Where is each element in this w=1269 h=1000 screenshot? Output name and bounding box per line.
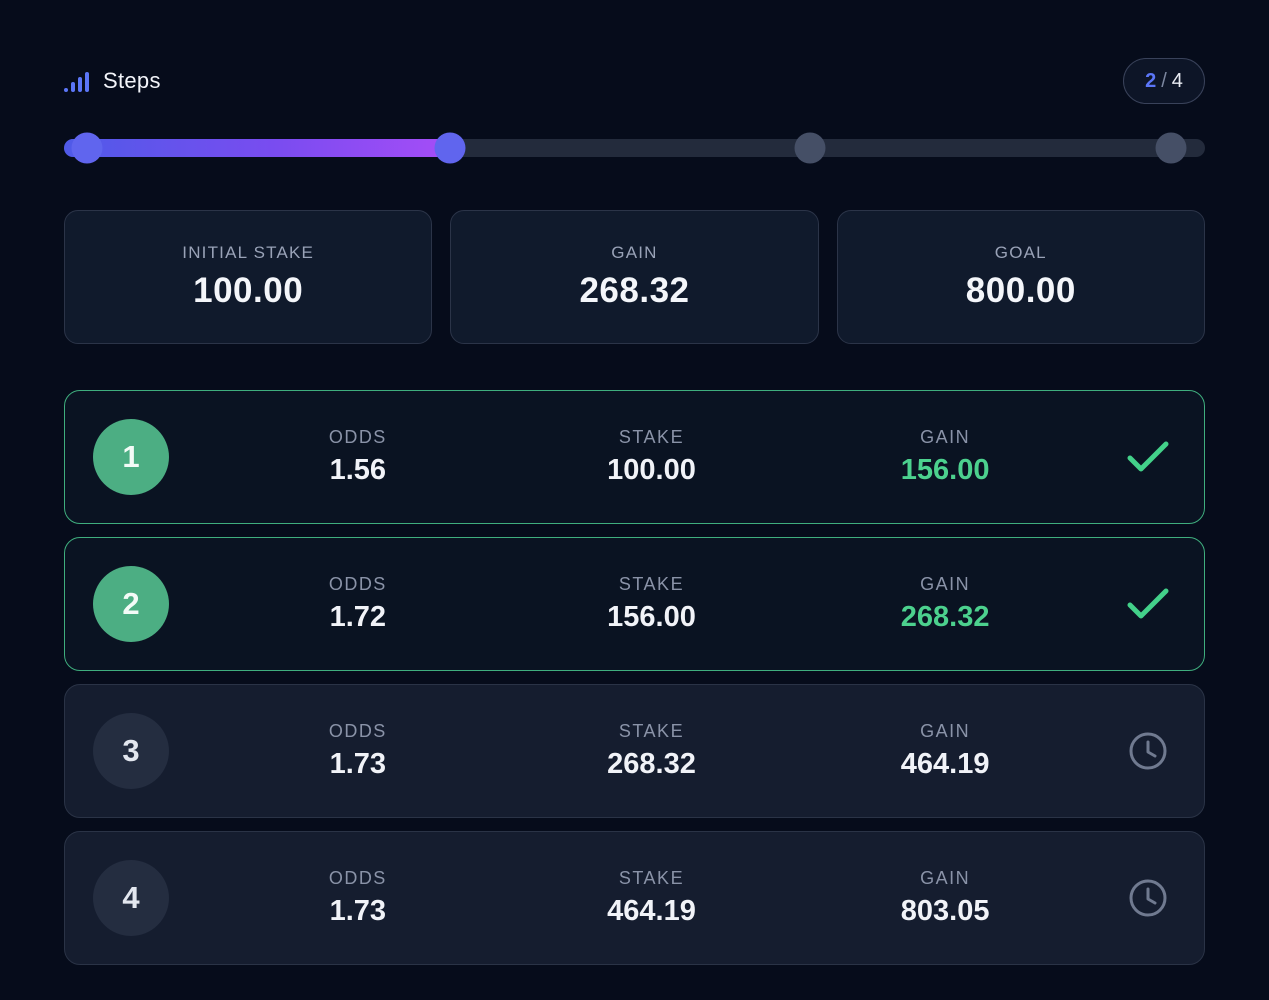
total-steps: 4 bbox=[1171, 69, 1183, 92]
gain-value: 268.32 bbox=[900, 601, 990, 633]
page-title: Steps bbox=[103, 68, 161, 93]
gain-column: GAIN 464.19 bbox=[798, 721, 1092, 781]
odds-value: 1.73 bbox=[329, 748, 387, 780]
clock-icon bbox=[1092, 731, 1204, 771]
stake-column: STAKE 100.00 bbox=[505, 427, 799, 487]
steps-list: 1 ODDS 1.56 STAKE 100.00 GAIN 156.00 2 bbox=[64, 390, 1205, 965]
gain-label: GAIN bbox=[920, 721, 971, 741]
odds-column: ODDS 1.73 bbox=[211, 721, 505, 781]
progress-fill bbox=[64, 139, 452, 157]
gain-value: 803.05 bbox=[900, 895, 990, 927]
step-number-badge: 4 bbox=[93, 860, 169, 936]
check-icon bbox=[1092, 587, 1204, 621]
gain-value: 156.00 bbox=[900, 454, 990, 486]
gain-label: GAIN bbox=[920, 868, 971, 888]
stat-value: 268.32 bbox=[579, 271, 690, 310]
gain-column: GAIN 803.05 bbox=[798, 868, 1092, 928]
progress-dot-1[interactable] bbox=[71, 132, 103, 164]
step-row-2[interactable]: 2 ODDS 1.72 STAKE 156.00 GAIN 268.32 bbox=[64, 537, 1205, 671]
gain-label: GAIN bbox=[920, 427, 971, 447]
progress-dot-2[interactable] bbox=[434, 132, 466, 164]
stat-value: 800.00 bbox=[965, 271, 1076, 310]
odds-label: ODDS bbox=[328, 574, 387, 594]
stake-label: STAKE bbox=[618, 574, 685, 594]
step-row-1[interactable]: 1 ODDS 1.56 STAKE 100.00 GAIN 156.00 bbox=[64, 390, 1205, 524]
odds-label: ODDS bbox=[328, 427, 387, 447]
odds-value: 1.72 bbox=[329, 601, 387, 633]
stake-value: 100.00 bbox=[607, 454, 696, 486]
stake-label: STAKE bbox=[618, 868, 685, 888]
odds-label: ODDS bbox=[328, 868, 387, 888]
step-row-3[interactable]: 3 ODDS 1.73 STAKE 268.32 GAIN 464.19 bbox=[64, 684, 1205, 818]
odds-value: 1.56 bbox=[329, 454, 387, 486]
step-number-badge: 1 bbox=[93, 419, 169, 495]
step-row-4[interactable]: 4 ODDS 1.73 STAKE 464.19 GAIN 803.05 bbox=[64, 831, 1205, 965]
progress-bar bbox=[64, 132, 1205, 164]
stat-card-initial-stake: INITIAL STAKE 100.00 bbox=[64, 210, 433, 344]
stake-label: STAKE bbox=[618, 427, 685, 447]
stake-value: 156.00 bbox=[607, 601, 696, 633]
stake-column: STAKE 464.19 bbox=[505, 868, 799, 928]
progress-dot-4[interactable] bbox=[1155, 132, 1187, 164]
stake-column: STAKE 268.32 bbox=[505, 721, 799, 781]
bar-chart-icon bbox=[64, 72, 89, 94]
current-step: 2 bbox=[1145, 69, 1157, 92]
gain-label: GAIN bbox=[920, 574, 971, 594]
odds-label: ODDS bbox=[328, 721, 387, 741]
stat-card-goal: GOAL 800.00 bbox=[836, 210, 1205, 344]
stat-label: GOAL bbox=[994, 243, 1047, 262]
clock-icon bbox=[1092, 878, 1204, 918]
stat-label: INITIAL STAKE bbox=[182, 243, 315, 262]
stake-value: 464.19 bbox=[607, 895, 696, 927]
stat-label: GAIN bbox=[611, 243, 658, 262]
odds-value: 1.73 bbox=[329, 895, 387, 927]
check-icon bbox=[1092, 440, 1204, 474]
stats-row: INITIAL STAKE 100.00 GAIN 268.32 GOAL 80… bbox=[64, 210, 1205, 344]
gain-column: GAIN 156.00 bbox=[798, 427, 1092, 487]
gain-value: 464.19 bbox=[900, 748, 990, 780]
step-separator: / bbox=[1161, 69, 1167, 92]
stake-column: STAKE 156.00 bbox=[505, 574, 799, 634]
stake-label: STAKE bbox=[618, 721, 685, 741]
header-left: Steps bbox=[64, 68, 161, 94]
header: Steps 2 / 4 bbox=[64, 58, 1205, 104]
step-counter-badge: 2 / 4 bbox=[1123, 58, 1205, 104]
stake-value: 268.32 bbox=[607, 748, 696, 780]
odds-column: ODDS 1.72 bbox=[211, 574, 505, 634]
progress-dot-3[interactable] bbox=[794, 132, 826, 164]
step-number-badge: 2 bbox=[93, 566, 169, 642]
odds-column: ODDS 1.73 bbox=[211, 868, 505, 928]
gain-column: GAIN 268.32 bbox=[798, 574, 1092, 634]
step-number-badge: 3 bbox=[93, 713, 169, 789]
stat-card-gain: GAIN 268.32 bbox=[450, 210, 819, 344]
stat-value: 100.00 bbox=[193, 271, 304, 310]
odds-column: ODDS 1.56 bbox=[211, 427, 505, 487]
